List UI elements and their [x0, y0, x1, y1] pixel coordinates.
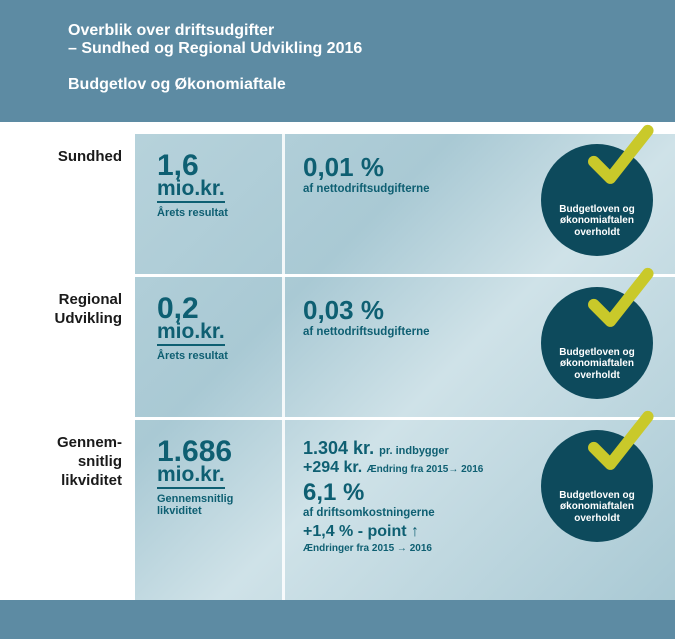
percent-label: af nettodriftsudgifterne [303, 183, 495, 195]
title-line-1: Overblik over driftsudgifter [68, 22, 675, 40]
badge-line2: økonomiaftalen [560, 215, 634, 227]
change-value: +294 kr. [303, 459, 362, 476]
k-label: pr. indbygger [379, 445, 449, 457]
metric-sub: Årets resultat [157, 350, 274, 362]
badge-line3: overholdt [574, 513, 620, 525]
point-change-label: Ændringer fra 2015 → 2016 [303, 543, 495, 554]
change-line: +294 kr. Ændring fra 2015→ 2016 [303, 459, 495, 477]
point-change-value: +1,4 % - point [303, 523, 407, 540]
detail-cell: 0,03 % af nettodriftsudgifterne [285, 277, 505, 417]
badge-cell: Budgetloven og økonomiaftalen overholdt [505, 277, 675, 417]
badge-line2: økonomiaftalen [560, 358, 634, 370]
metric-cell: 1.686 mio.kr. Gennemsnitlig likviditet [135, 420, 285, 600]
header: Overblik over driftsudgifter – Sundhed o… [0, 0, 675, 122]
badge-line1: Budgetloven og [559, 490, 635, 502]
badge-line1: Budgetloven og [559, 347, 635, 359]
badge-line2: økonomiaftalen [560, 501, 634, 513]
percent-label: af nettodriftsudgifterne [303, 326, 495, 338]
badge-cell: Budgetloven og økonomiaftalen overholdt [505, 420, 675, 600]
arrow-up-icon: ↑ [411, 523, 419, 540]
badge-line3: overholdt [574, 370, 620, 382]
status-badge: Budgetloven og økonomiaftalen overholdt [541, 430, 653, 542]
per-capita: 1.304 kr. pr. indbygger [303, 438, 495, 459]
metric-unit: mio.kr. [157, 179, 225, 203]
percent-label: af driftsomkostningerne [303, 507, 495, 519]
metric-value: 1.686 [157, 438, 274, 465]
percent-value: 0,01 % [303, 152, 495, 183]
checkmark-icon [583, 122, 655, 194]
point-change: +1,4 % - point ↑ [303, 523, 495, 541]
title-line-3: Budgetlov og Økonomiaftale [68, 76, 675, 94]
row-regional: Regional Udvikling 0,2 mio.kr. Årets res… [0, 277, 675, 417]
metric-unit: mio.kr. [157, 322, 225, 346]
checkmark-icon [583, 265, 655, 337]
detail-cell: 0,01 % af nettodriftsudgifterne [285, 134, 505, 274]
row-label: Regional Udvikling [0, 277, 135, 417]
badge-line1: Budgetloven og [559, 204, 635, 216]
detail-cell: 1.304 kr. pr. indbygger +294 kr. Ændring… [285, 420, 505, 600]
status-badge: Budgetloven og økonomiaftalen overholdt [541, 144, 653, 256]
metric-cell: 1,6 mio.kr. Årets resultat [135, 134, 285, 274]
checkmark-icon [583, 408, 655, 480]
row-label: Gennem- snitlig likviditet [0, 420, 135, 600]
percent-value: 6,1 % [303, 479, 495, 507]
rows-container: Sundhed 1,6 mio.kr. Årets resultat 0,01 … [0, 134, 675, 600]
metric-cell: 0,2 mio.kr. Årets resultat [135, 277, 285, 417]
k-value: 1.304 kr. [303, 438, 374, 458]
percent-value: 0,03 % [303, 295, 495, 326]
change-label: Ændring fra 2015→ 2016 [367, 464, 484, 475]
row-sundhed: Sundhed 1,6 mio.kr. Årets resultat 0,01 … [0, 134, 675, 274]
title-line-2: – Sundhed og Regional Udvikling 2016 [68, 40, 675, 58]
metric-value: 0,2 [157, 295, 274, 322]
metric-unit: mio.kr. [157, 465, 225, 489]
row-likviditet: Gennem- snitlig likviditet 1.686 mio.kr.… [0, 420, 675, 600]
status-badge: Budgetloven og økonomiaftalen overholdt [541, 287, 653, 399]
badge-cell: Budgetloven og økonomiaftalen overholdt [505, 134, 675, 274]
metric-value: 1,6 [157, 152, 274, 179]
metric-sub: Gennemsnitlig likviditet [157, 493, 274, 517]
metric-sub: Årets resultat [157, 207, 274, 219]
row-label: Sundhed [0, 134, 135, 274]
badge-line3: overholdt [574, 227, 620, 239]
divider [0, 122, 675, 134]
